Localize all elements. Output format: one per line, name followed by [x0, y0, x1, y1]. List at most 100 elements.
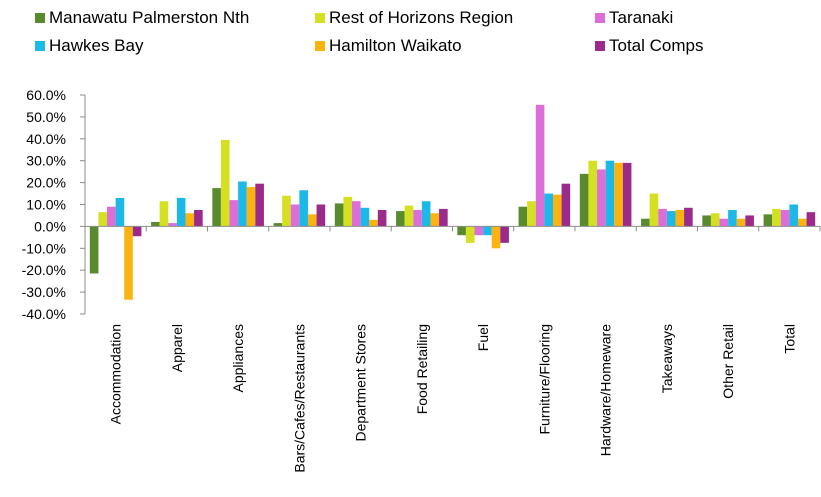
legend-label: Total Comps [609, 36, 704, 55]
bar [789, 204, 798, 227]
bar [728, 209, 737, 227]
legend-item: Hawkes Bay [35, 36, 143, 56]
bar [736, 218, 746, 227]
x-tick-label: Total [781, 324, 797, 354]
bar [413, 209, 422, 227]
y-tick-label: 0.0% [34, 218, 66, 234]
bar [552, 194, 562, 227]
bar [588, 160, 598, 227]
bar [614, 162, 623, 227]
x-tick-label: Department Stores [353, 324, 369, 442]
bar [535, 104, 545, 227]
bar [360, 207, 370, 227]
bar [159, 201, 169, 227]
bar [649, 193, 659, 227]
legend-item: Taranaki [595, 8, 673, 28]
bar [457, 226, 466, 236]
bar [675, 209, 685, 227]
x-tick-label: Hardware/Homeware [598, 324, 614, 456]
bar [597, 169, 606, 227]
bar [658, 208, 667, 227]
y-tick-label: 20.0% [26, 175, 66, 191]
bar [780, 209, 790, 227]
bar [491, 226, 501, 249]
legend-label: Rest of Horizons Region [329, 8, 514, 27]
bar [544, 193, 553, 227]
bar [797, 218, 807, 227]
bar [579, 173, 589, 227]
y-tick-label: -30.0% [22, 284, 66, 300]
legend-item: Hamilton Waikato [315, 36, 462, 56]
legend-swatch [35, 41, 45, 51]
legend-label: Manawatu Palmerston Nth [49, 8, 250, 27]
legend-label: Taranaki [609, 8, 674, 27]
bar [151, 222, 160, 227]
legend-swatch [595, 41, 605, 51]
bar [98, 212, 108, 227]
bar [185, 213, 195, 227]
bar [255, 183, 264, 227]
x-tick-label: Apparel [169, 324, 185, 372]
legend-item: Total Comps [595, 36, 703, 56]
legend-swatch [315, 41, 325, 51]
y-tick-label: -40.0% [22, 306, 66, 322]
legend-item: Manawatu Palmerston Nth [35, 8, 249, 28]
y-tick-label: 50.0% [26, 109, 66, 125]
bar [745, 215, 754, 227]
bar [430, 213, 440, 227]
x-tick-label: Other Retail [720, 324, 736, 399]
bar [806, 212, 816, 227]
legend-swatch [315, 13, 325, 23]
bar [622, 162, 632, 227]
bar [220, 139, 230, 227]
bar [352, 201, 361, 227]
bar [763, 214, 773, 227]
bar [641, 218, 650, 227]
bar [439, 208, 448, 227]
bar [299, 190, 308, 227]
legend-label: Hamilton Waikato [329, 36, 462, 55]
bar [518, 206, 528, 227]
y-tick-label: 40.0% [26, 131, 66, 147]
legend-swatch [35, 13, 45, 23]
bar [115, 197, 125, 227]
bar [316, 204, 326, 227]
bar [465, 226, 475, 243]
y-tick-label: 60.0% [26, 87, 66, 103]
bar [89, 226, 99, 274]
x-tick-label: Bars/Cafes/Restaurants [291, 324, 307, 473]
bar [212, 188, 221, 227]
bar [124, 226, 133, 300]
bar [702, 215, 711, 227]
bar [168, 223, 177, 227]
chart-legend: Manawatu Palmerston Nth Rest of Horizons … [0, 0, 821, 60]
bar [343, 196, 353, 227]
bar [246, 186, 256, 227]
bar [334, 203, 344, 227]
bar [238, 181, 247, 227]
legend-swatch [595, 13, 605, 23]
bar [710, 213, 720, 227]
x-tick-label: Accommodation [108, 324, 124, 424]
bar [290, 204, 300, 227]
bar [273, 223, 283, 227]
bar [483, 226, 492, 236]
x-tick-label: Food Retailing [414, 324, 430, 414]
bar [719, 218, 729, 227]
bar [369, 219, 378, 227]
bar [684, 207, 693, 227]
legend-label: Hawkes Bay [49, 36, 144, 55]
bar [229, 200, 239, 227]
bar [404, 205, 414, 227]
y-tick-label: -20.0% [22, 262, 66, 278]
bar [474, 226, 484, 236]
x-tick-label: Furniture/Flooring [536, 324, 552, 435]
bar [107, 206, 116, 227]
x-tick-label: Takeaways [659, 324, 675, 393]
bar [307, 214, 317, 227]
y-tick-label: -10.0% [22, 240, 66, 256]
x-tick-label: Appliances [230, 324, 246, 393]
bar [377, 209, 387, 227]
bar [666, 211, 676, 227]
